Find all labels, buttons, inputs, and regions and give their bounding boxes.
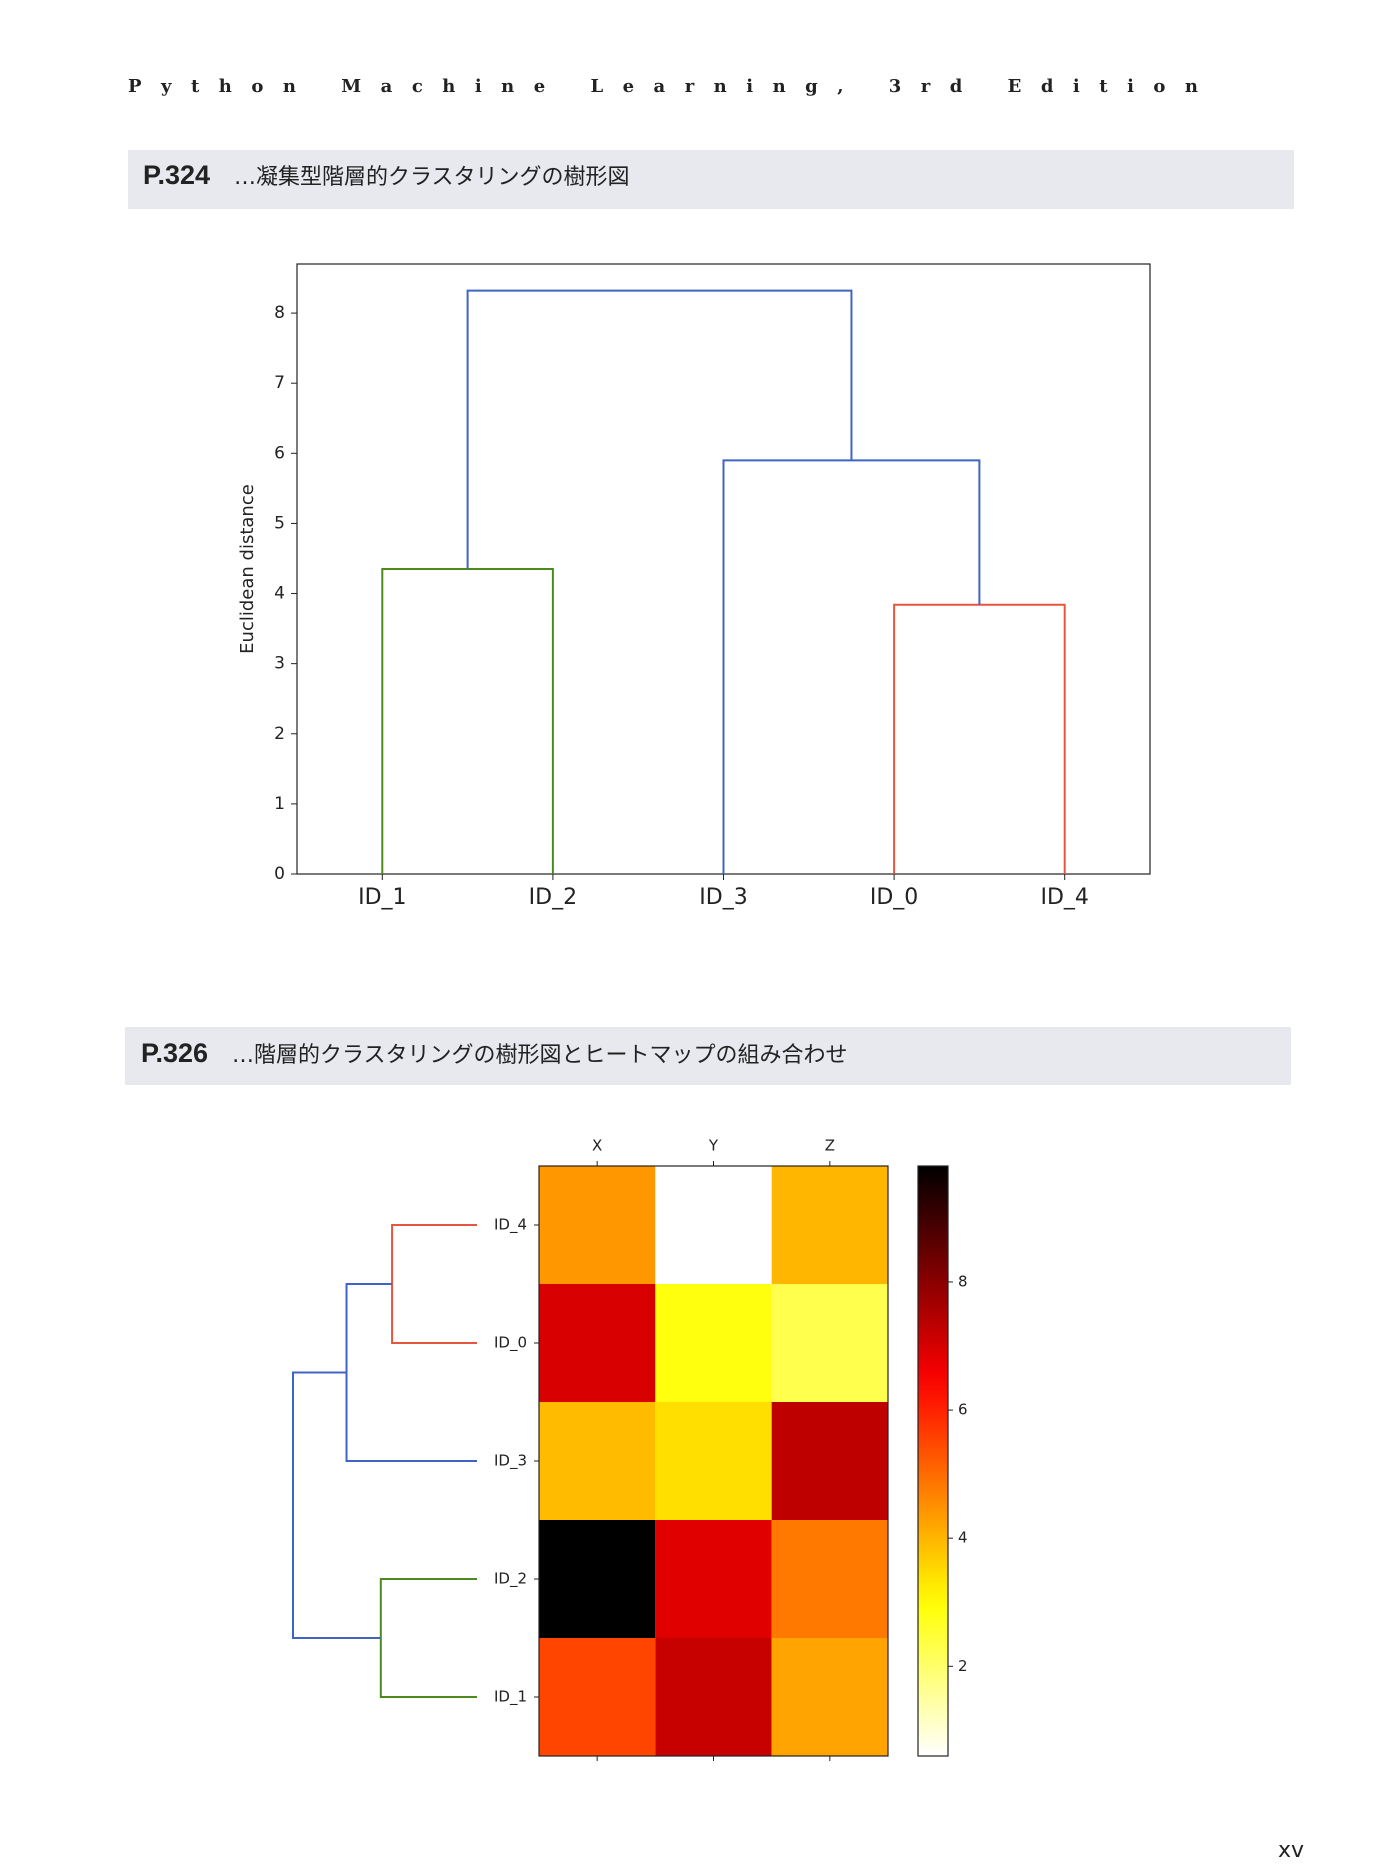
- y-tick-label: 0: [274, 864, 285, 884]
- colorbar-tick-label: 4: [958, 1529, 968, 1547]
- heatmap-cell: [539, 1520, 656, 1638]
- heatmap-cell: [655, 1638, 772, 1756]
- y-tick-label: 5: [274, 513, 285, 533]
- heatmap-cell: [771, 1638, 888, 1756]
- y-tick-label: 6: [274, 443, 285, 463]
- section-page: P.324: [143, 160, 210, 190]
- dendrogram-link: [722, 459, 981, 874]
- x-tick-label: ID_0: [870, 885, 918, 910]
- heatmap-cell: [655, 1166, 772, 1284]
- heatmap-cell: [771, 1402, 888, 1520]
- dendrogram-link: [893, 603, 1066, 874]
- section-band: [128, 150, 1294, 209]
- heatmap-cell: [771, 1284, 888, 1402]
- heatmap-cell: [539, 1638, 656, 1756]
- colorbar: [917, 1165, 949, 1757]
- heatmap-cell: [539, 1402, 656, 1520]
- y-tick-label: 4: [274, 584, 285, 604]
- section-band: [125, 1027, 1291, 1085]
- section-page: P.326: [141, 1038, 208, 1068]
- section-title: …凝集型階層的クラスタリングの樹形図: [234, 165, 630, 190]
- heatmap-cell: [539, 1284, 656, 1402]
- colorbar-tick-label: 6: [958, 1401, 968, 1419]
- row-label: ID_0: [494, 1334, 527, 1353]
- heatmap-cell: [655, 1520, 772, 1638]
- dendrogram-link: [466, 289, 853, 569]
- heatmap-cell: [771, 1166, 888, 1284]
- column-label: X: [592, 1137, 602, 1155]
- y-tick-label: 7: [274, 373, 285, 393]
- dendrogram-link: [292, 1371, 381, 1639]
- column-label: Z: [825, 1137, 835, 1155]
- heatmap-cell: [539, 1166, 656, 1284]
- x-tick-label: ID_2: [529, 885, 577, 910]
- column-label: Y: [708, 1137, 719, 1155]
- heatmap-cell: [655, 1284, 772, 1402]
- dendrogram-link: [391, 1224, 477, 1344]
- colorbar-tick-label: 2: [958, 1657, 968, 1675]
- y-tick-label: 3: [274, 654, 285, 674]
- row-label: ID_4: [494, 1216, 527, 1235]
- page-number: xv: [1278, 1838, 1304, 1863]
- x-tick-label: ID_4: [1040, 885, 1088, 910]
- y-axis-label: Euclidean distance: [237, 484, 258, 654]
- x-tick-label: ID_1: [358, 885, 406, 910]
- heatmap-cell: [655, 1402, 772, 1520]
- colorbar-tick-label: 8: [958, 1272, 968, 1290]
- row-label: ID_2: [494, 1570, 527, 1589]
- y-tick-label: 2: [274, 724, 285, 744]
- heatmap-cell: [771, 1520, 888, 1638]
- y-tick-label: 1: [274, 794, 285, 814]
- row-label: ID_1: [494, 1688, 527, 1707]
- section-title: …階層的クラスタリングの樹形図とヒートマップの組み合わせ: [232, 1043, 848, 1068]
- x-tick-label: ID_3: [699, 885, 747, 910]
- y-tick-label: 8: [274, 303, 285, 323]
- row-label: ID_3: [494, 1452, 527, 1471]
